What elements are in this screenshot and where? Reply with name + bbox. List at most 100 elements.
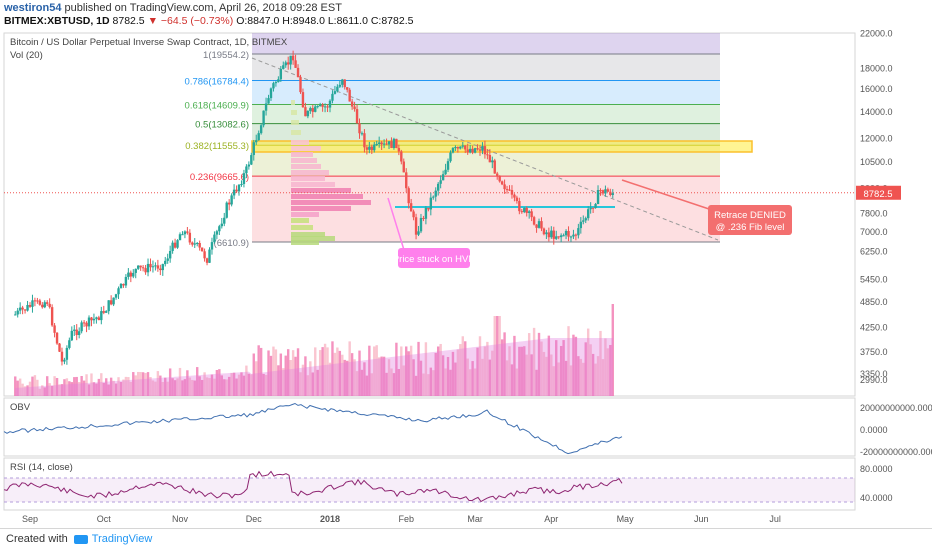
volume-bar — [144, 373, 147, 396]
volume-profile-bar — [291, 200, 371, 205]
candle-body — [427, 207, 430, 210]
trading-chart[interactable]: 1(19554.2) 0.786(16784.4) 0.618(14609.9) 0.… — [0, 30, 932, 528]
volume-bar — [567, 326, 570, 396]
volume-bar — [532, 327, 536, 396]
candle-body — [555, 236, 558, 239]
volume-bar — [38, 388, 42, 396]
volume-bar — [31, 376, 34, 396]
candle-body — [301, 92, 305, 108]
volume-bar — [213, 378, 216, 396]
volume-bar — [518, 346, 521, 396]
volume-bar — [53, 376, 56, 396]
candle-body — [208, 249, 211, 263]
candle-body — [198, 242, 201, 248]
candle-body — [14, 314, 17, 316]
volume-bar — [63, 379, 66, 396]
price-axis-tick: 12000.0 — [860, 134, 893, 144]
obv-pane-frame — [3, 397, 856, 457]
fib-zone-1 — [252, 80, 720, 105]
volume-profile-bar — [291, 170, 329, 175]
volume-bar — [242, 375, 246, 396]
tradingview-logo-icon — [73, 534, 88, 544]
candle-body — [80, 322, 83, 332]
candle-body — [488, 154, 492, 163]
footer: Created with TradingView — [0, 528, 932, 551]
obv-line — [3, 402, 623, 455]
volume-bar — [439, 343, 442, 396]
volume-bar — [277, 365, 280, 396]
candle-body — [535, 224, 538, 228]
volume-bar — [500, 339, 504, 396]
candle-body — [360, 133, 364, 135]
price-axis-tick: 4850.0 — [860, 297, 888, 307]
volume-bar — [395, 342, 398, 396]
volume-bar — [414, 375, 418, 396]
volume-bar — [55, 377, 59, 396]
candle-body — [523, 207, 526, 213]
volume-bar — [572, 334, 575, 396]
candle-body — [456, 147, 460, 149]
volume-bar — [87, 384, 91, 396]
candle-body — [31, 300, 34, 307]
volume-bar — [149, 377, 152, 396]
candle-body — [151, 266, 155, 268]
volume-bar — [346, 360, 349, 396]
volume-bar — [508, 346, 511, 396]
time-axis-tick: Apr — [544, 514, 558, 524]
candle-body — [277, 79, 280, 83]
candle-body — [159, 268, 162, 271]
volume-bar — [331, 341, 334, 396]
candle-body — [196, 242, 199, 244]
candle-body — [215, 231, 219, 235]
candle-body — [299, 77, 302, 93]
last-price-tag-text: 8782.5 — [863, 189, 892, 200]
candle-body — [377, 142, 381, 144]
volume-bar — [491, 350, 494, 396]
fib-zone-3 — [252, 123, 720, 146]
candle-body — [314, 106, 317, 112]
volume-bar — [43, 387, 46, 396]
volume-bar — [343, 359, 346, 396]
volume-bar — [247, 373, 251, 396]
candle-body — [105, 311, 108, 313]
volume-bar — [498, 316, 501, 396]
candle-body — [232, 189, 236, 196]
resistance-box — [251, 140, 753, 153]
volume-bar — [267, 350, 270, 396]
volume-bar — [23, 386, 27, 396]
volume-bar — [65, 378, 69, 396]
author-link[interactable]: westiron54 — [4, 2, 62, 14]
volume-bar — [36, 379, 39, 396]
tradingview-brand[interactable]: TradingView — [91, 533, 153, 545]
volume-bar — [296, 348, 300, 396]
volume-bar — [235, 378, 238, 396]
volume-bar — [264, 374, 268, 396]
volume-bar — [50, 385, 54, 396]
candle-body — [552, 230, 555, 239]
volume-label: Vol (20) — [10, 50, 43, 61]
candle-body — [141, 267, 145, 269]
price-axis-tick: 10500.0 — [860, 157, 893, 167]
volume-bar — [582, 362, 585, 396]
candle-body — [518, 201, 521, 212]
candle-body — [117, 288, 120, 295]
candle-body — [611, 193, 614, 195]
rsi-axis-tick: 40.0000 — [860, 493, 893, 503]
volume-bar — [606, 348, 610, 396]
candle-body — [390, 141, 393, 148]
candle-body — [178, 234, 182, 241]
candle-body — [540, 221, 543, 229]
volume-bar — [191, 379, 194, 396]
candle-body — [168, 250, 172, 259]
candle-body — [321, 104, 324, 107]
hvn-callout-box — [398, 248, 470, 268]
candle-body — [527, 211, 531, 213]
candle-body — [41, 304, 44, 308]
candle-body — [520, 211, 524, 213]
candle-body — [513, 194, 516, 198]
candle-body — [264, 103, 268, 111]
volume-bar — [535, 369, 538, 396]
retrace-callout-text-2: @ .236 Fib level — [716, 222, 785, 233]
volume-bar — [459, 344, 462, 396]
candle-body — [353, 106, 356, 110]
